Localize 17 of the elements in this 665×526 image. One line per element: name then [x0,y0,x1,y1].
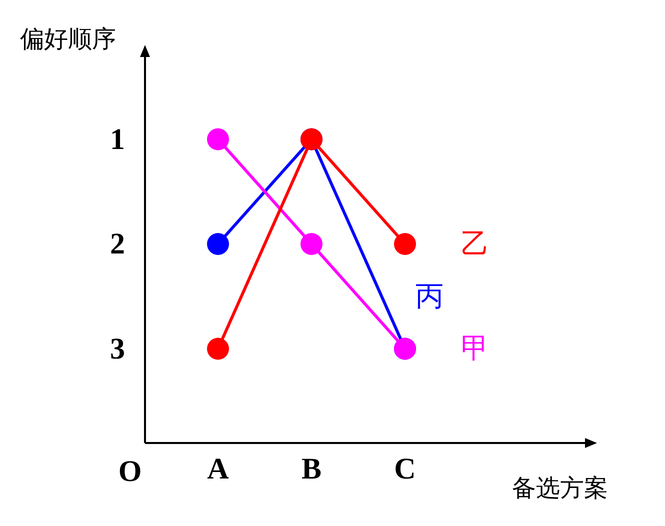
y-tick-label: 1 [110,122,125,156]
point [394,233,416,255]
series-label: 甲 [461,334,489,365]
y-tick-label: 2 [110,228,125,261]
point [207,338,229,360]
x-tick-label: B [301,452,322,486]
series-label: 丙 [416,281,444,312]
point [207,128,229,150]
y-tick-label: 3 [110,332,125,366]
point [207,233,229,255]
x-tick-label: A [207,452,230,486]
series-label: 乙 [461,229,489,260]
point [300,233,322,255]
text: O [118,455,142,488]
x-axis-title: 备选方案 [512,475,608,502]
y-axis-title: 偏好顺序 [20,26,116,53]
x-tick-label: C [394,452,416,486]
